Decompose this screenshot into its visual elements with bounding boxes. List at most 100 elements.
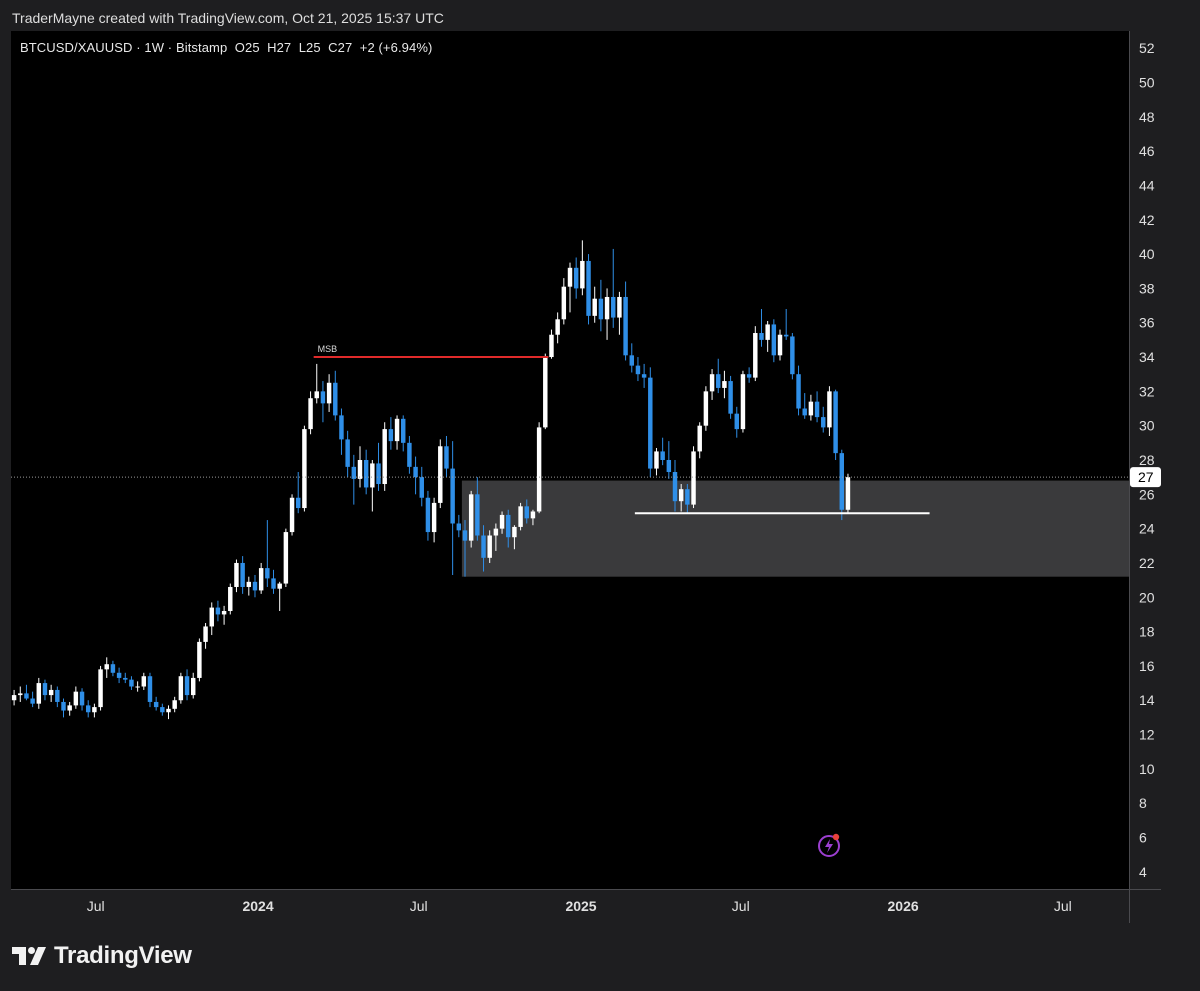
y-tick-label: 44 bbox=[1139, 177, 1155, 193]
plot-area bbox=[11, 31, 1129, 889]
candle bbox=[617, 291, 622, 335]
candle bbox=[598, 279, 604, 332]
open-value: 25 bbox=[244, 40, 260, 55]
candle-body bbox=[660, 451, 665, 460]
candle bbox=[783, 308, 789, 340]
candle-body bbox=[147, 676, 153, 702]
candle-body bbox=[265, 568, 270, 579]
candle-body bbox=[740, 374, 746, 430]
candle bbox=[444, 435, 449, 478]
open-label: O bbox=[234, 40, 245, 55]
low-label: L bbox=[298, 40, 307, 55]
tradingview-logo-icon bbox=[12, 947, 46, 965]
candle-body bbox=[234, 562, 239, 587]
candle-body bbox=[61, 701, 66, 711]
candle-body bbox=[746, 374, 752, 378]
candle bbox=[271, 569, 276, 594]
time-axis-bg bbox=[11, 889, 1161, 923]
chart-frame[interactable]: MSB 4 6 8 10 12 14 16 18 20 22 24 26 28 30 32 34 36 38 40 42… bbox=[11, 31, 1161, 923]
price-chart[interactable]: MSB4681012141618202224262830323436384042… bbox=[11, 31, 1161, 923]
lightning-icon[interactable] bbox=[817, 832, 843, 858]
candle-body bbox=[339, 415, 344, 440]
candle bbox=[79, 688, 85, 711]
candle bbox=[333, 370, 338, 421]
candle bbox=[573, 257, 579, 299]
symbol-label: BTCUSD/XAUUSD · 1W · Bitstamp bbox=[20, 40, 228, 55]
candle-body bbox=[382, 429, 387, 485]
candle-body bbox=[814, 401, 820, 418]
close-label: C bbox=[328, 40, 338, 55]
y-tick-label: 30 bbox=[1139, 418, 1155, 434]
candle bbox=[190, 672, 196, 699]
y-tick-label: 48 bbox=[1139, 109, 1155, 125]
candle bbox=[481, 525, 486, 572]
candle-body bbox=[678, 489, 684, 502]
candle bbox=[85, 700, 91, 718]
candle-body bbox=[685, 489, 690, 505]
candle-body bbox=[351, 466, 357, 479]
candle-body bbox=[431, 502, 437, 533]
candle bbox=[363, 449, 369, 495]
candle-body bbox=[845, 477, 851, 510]
high-label: H bbox=[267, 40, 277, 55]
symbol-legend: BTCUSD/XAUUSD · 1W · Bitstamp O25 H27 L2… bbox=[20, 40, 432, 55]
candle bbox=[821, 406, 826, 433]
y-tick-label: 20 bbox=[1139, 589, 1155, 605]
candle-body bbox=[753, 333, 758, 378]
y-tick-label: 40 bbox=[1139, 246, 1155, 262]
candle bbox=[135, 681, 140, 692]
y-tick-label: 6 bbox=[1139, 830, 1147, 846]
candle bbox=[790, 333, 795, 380]
candle-body bbox=[178, 676, 184, 701]
candle-body bbox=[561, 286, 567, 320]
candle-body bbox=[536, 427, 542, 512]
candle bbox=[456, 514, 462, 538]
candle-body bbox=[190, 677, 196, 696]
candle bbox=[295, 472, 301, 514]
candle-body bbox=[320, 391, 326, 404]
candle bbox=[777, 329, 783, 361]
candle-body bbox=[524, 506, 529, 519]
y-tick-label: 42 bbox=[1139, 212, 1155, 228]
x-tick-label: Jul bbox=[410, 898, 428, 914]
candle-body bbox=[18, 693, 23, 696]
candle bbox=[240, 556, 245, 594]
candle bbox=[129, 676, 134, 690]
candle-body bbox=[295, 497, 301, 509]
candle bbox=[172, 696, 177, 713]
candle bbox=[209, 602, 214, 636]
candle-body bbox=[153, 701, 159, 708]
candle bbox=[67, 701, 72, 716]
y-tick-label: 12 bbox=[1139, 727, 1155, 743]
candle bbox=[407, 435, 412, 474]
msb-label: MSB bbox=[318, 344, 338, 354]
y-tick-label: 50 bbox=[1139, 74, 1155, 90]
candle bbox=[221, 605, 227, 625]
y-tick-label: 36 bbox=[1139, 315, 1155, 331]
candle-body bbox=[728, 381, 733, 414]
candle bbox=[660, 437, 665, 466]
candle-body bbox=[228, 586, 233, 612]
candle bbox=[302, 425, 307, 512]
candle-body bbox=[419, 477, 424, 498]
x-tick-label: 2026 bbox=[888, 898, 919, 914]
candle-body bbox=[116, 672, 122, 678]
candle bbox=[827, 386, 832, 436]
close-value: 27 bbox=[337, 40, 353, 55]
candle-body bbox=[363, 460, 369, 488]
candle-body bbox=[567, 267, 573, 287]
candle-body bbox=[493, 528, 499, 536]
y-tick-label: 52 bbox=[1139, 40, 1155, 56]
candle bbox=[654, 447, 659, 476]
candle bbox=[524, 499, 529, 524]
candle bbox=[228, 583, 233, 615]
candle-body bbox=[468, 494, 474, 541]
candle-body bbox=[611, 296, 616, 318]
candle-body bbox=[481, 535, 486, 558]
candle bbox=[543, 353, 548, 430]
candle bbox=[678, 484, 684, 512]
candle-body bbox=[722, 381, 727, 388]
candle bbox=[740, 370, 746, 433]
candle bbox=[283, 528, 289, 587]
candle-body bbox=[258, 568, 264, 591]
